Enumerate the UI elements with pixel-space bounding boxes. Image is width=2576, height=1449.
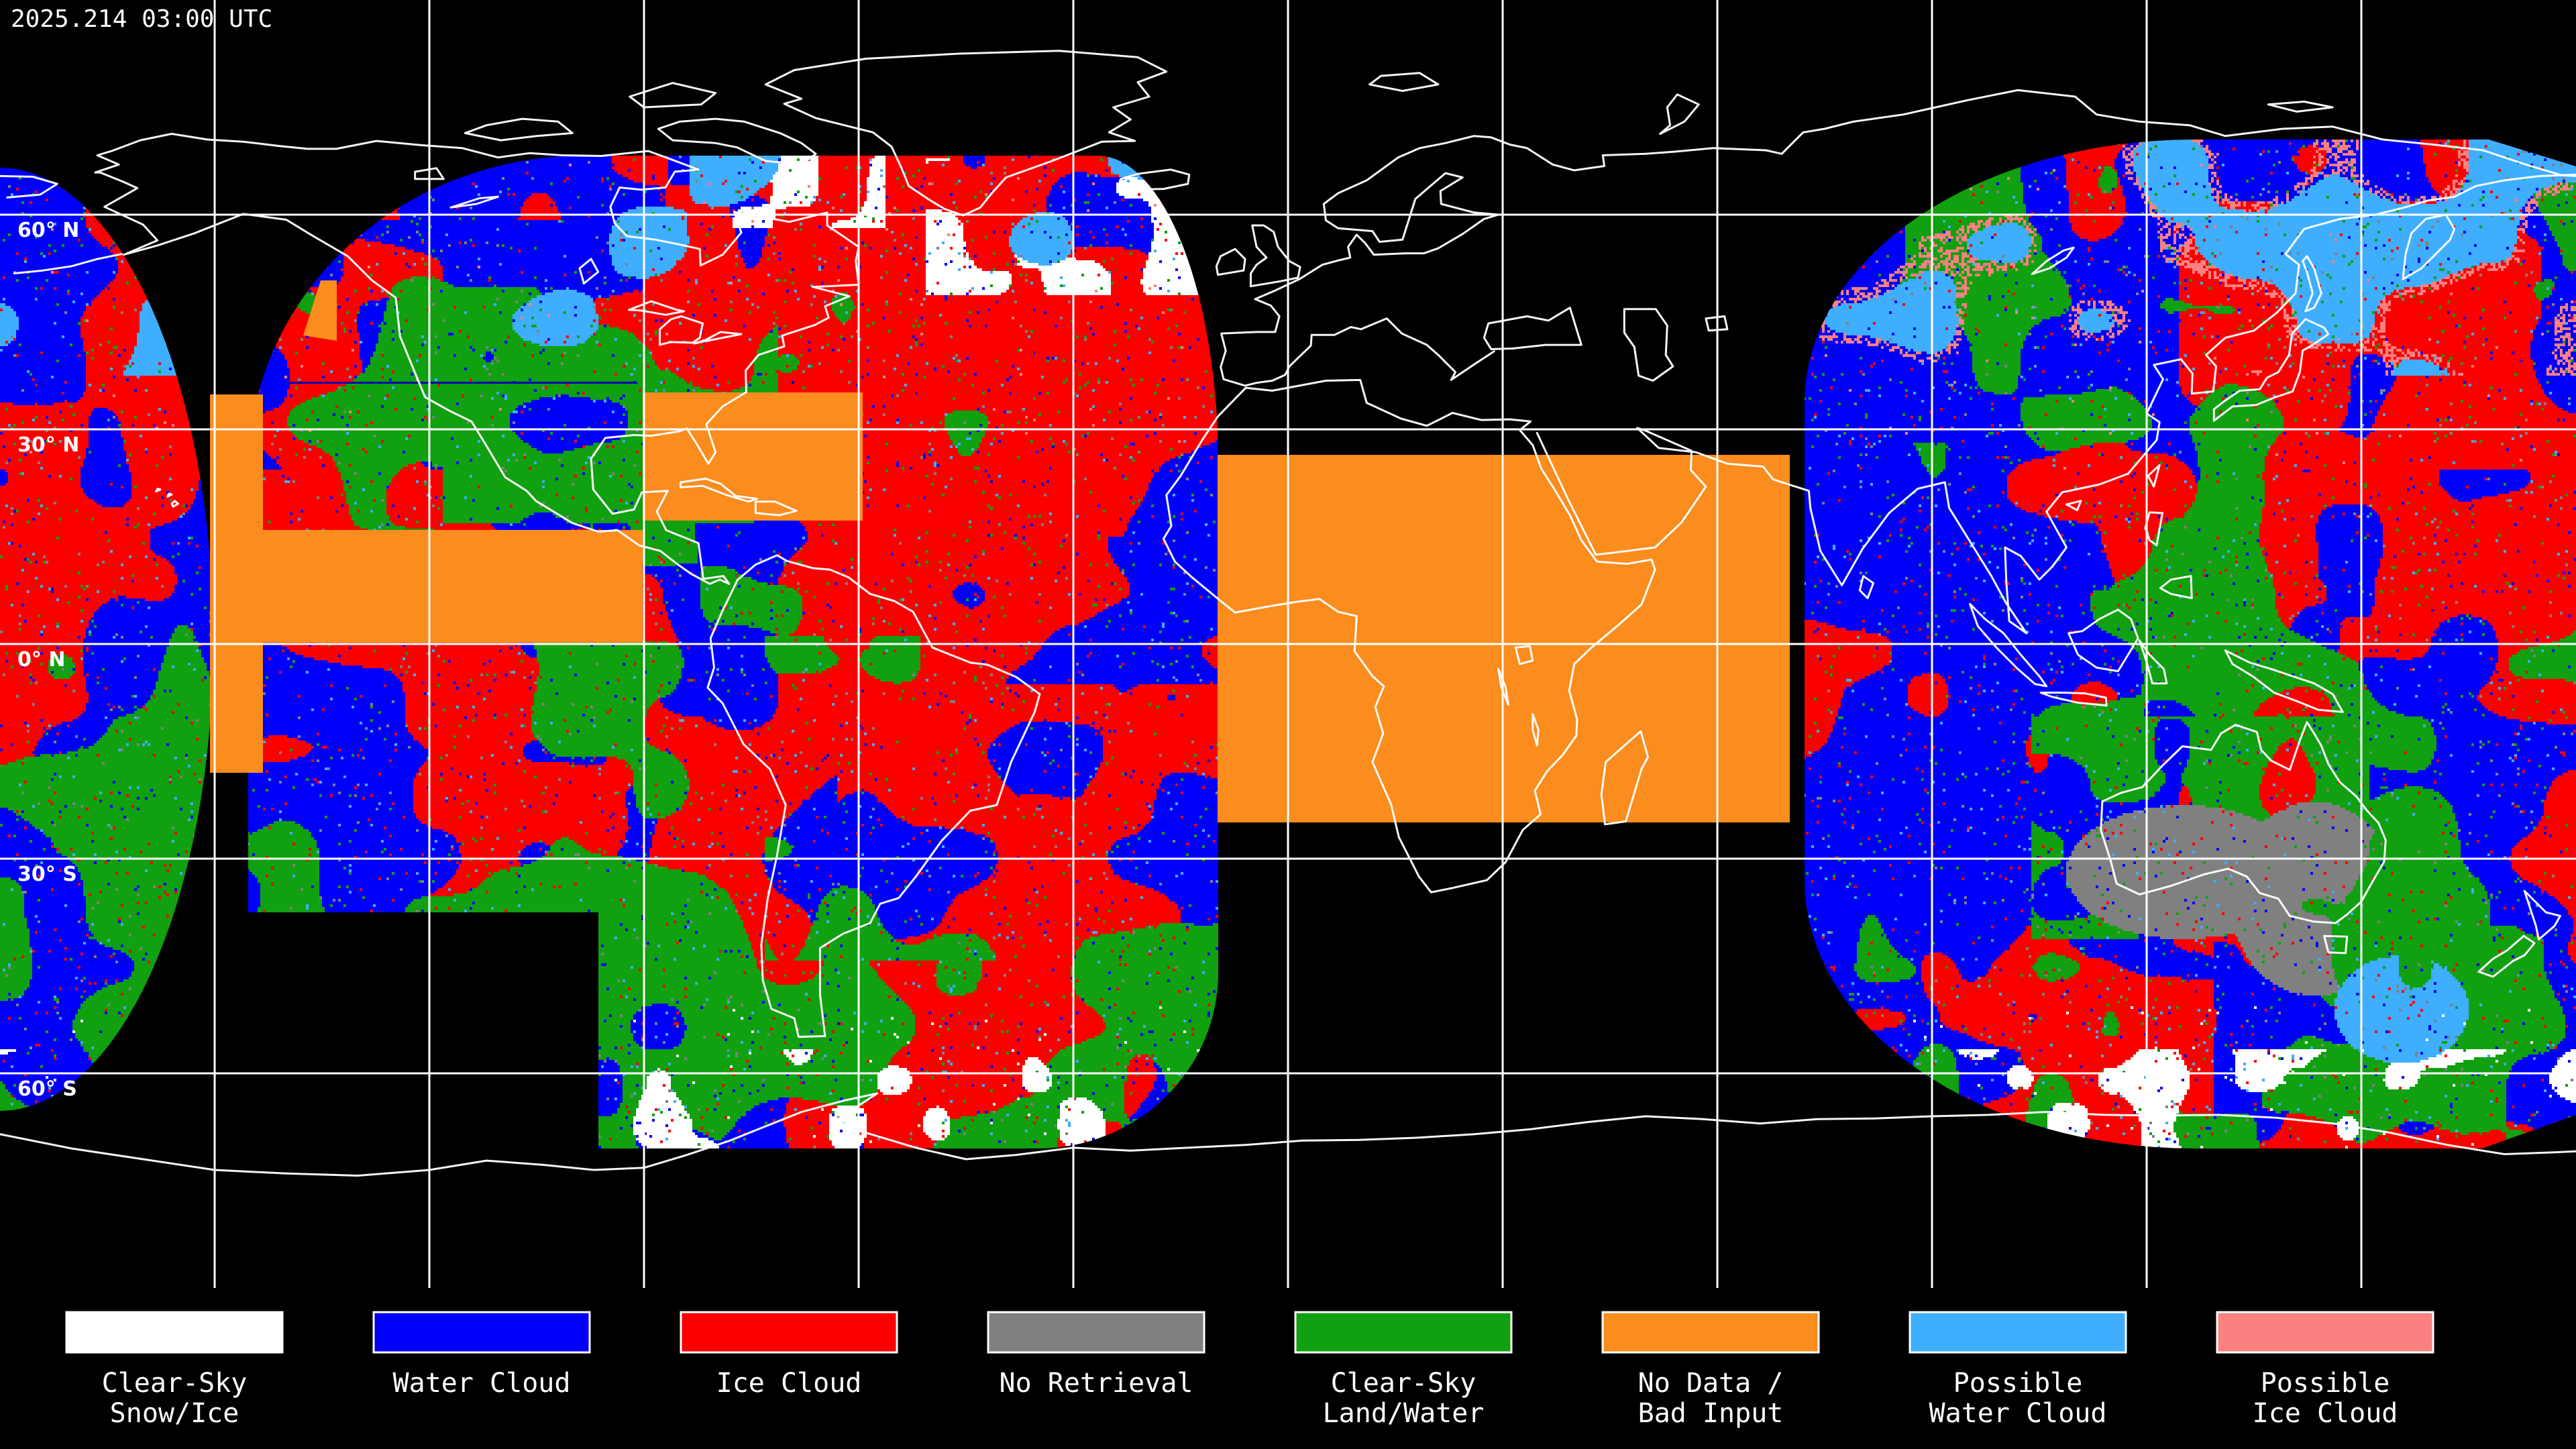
latitude-labels: 60° N 30° N 0° N 30° S 60° S <box>17 219 79 1101</box>
coastline-south_america <box>706 554 1041 1038</box>
coastline-africa <box>1162 378 1656 894</box>
coastline-mediterranean <box>1220 317 1495 387</box>
coastline-lake_superior <box>628 300 686 316</box>
legend-label: Possible <box>1953 1368 2083 1399</box>
legend-swatch <box>372 1311 591 1354</box>
coastline-oahu <box>155 488 162 493</box>
coastline-greenland <box>764 50 1168 217</box>
lat-label: 60° S <box>17 1077 77 1101</box>
legend-label: Clear-Sky <box>102 1368 248 1399</box>
legend-label: Clear-Sky <box>1331 1368 1477 1399</box>
coastline-north_america <box>94 133 860 585</box>
coastline-sulawesi <box>2138 639 2168 685</box>
coastline-luzon <box>2144 511 2163 547</box>
coastline-lake_winnipeg <box>578 258 600 284</box>
coastline-nz_north <box>2523 890 2561 941</box>
coastline-sri_lanka <box>1858 575 1874 600</box>
coastline-antarctica <box>0 1092 2576 1177</box>
lat-label: 0° N <box>17 648 65 672</box>
legend-item-no-retrieval: No Retrieval <box>987 1311 1205 1399</box>
legend-swatch <box>680 1311 898 1354</box>
lat-label: 60° N <box>17 219 79 242</box>
legend-label: Ice Cloud <box>716 1368 862 1399</box>
coastline-great_bear <box>414 167 445 180</box>
legend-label: Ice Cloud <box>2253 1398 2398 1429</box>
coastline-australia <box>2100 720 2387 924</box>
lat-label: 30° S <box>17 863 77 886</box>
legend-swatch <box>2216 1311 2434 1354</box>
coastline-novaya_zemlya <box>1659 93 1700 135</box>
coastline-japan <box>2212 318 2330 422</box>
coastline-lake_victoria <box>1514 645 1534 665</box>
coastline-ireland <box>1215 248 1246 276</box>
coastline-borneo <box>2068 608 2139 672</box>
coastline-new_guinea <box>2224 649 2344 713</box>
coastline-sumatra <box>1969 602 2048 688</box>
coastline-cuba <box>679 478 758 503</box>
legend-label: Water Cloud <box>393 1368 571 1399</box>
coastline-russia_arctic <box>1601 89 2576 177</box>
coastline-hainan <box>2065 500 2082 511</box>
coastline-uk <box>1250 224 1301 288</box>
coastline-hispaniola <box>754 500 798 517</box>
coastline-black_sea <box>1483 307 1582 350</box>
coastline-mindanao <box>2159 575 2193 600</box>
legend-swatch <box>1294 1311 1513 1354</box>
coastline-chukotka <box>0 174 58 199</box>
coastline-west_europe <box>1220 135 1605 335</box>
coastline-aral <box>1705 315 1729 332</box>
legend-swatch <box>1909 1311 2127 1354</box>
coastline-iceland <box>1119 168 1191 191</box>
grid-lines <box>0 0 2576 1288</box>
coastline-hawaii_big <box>170 500 180 508</box>
coastline-lake_tanganyika <box>1497 667 1509 706</box>
legend-label: Land/Water <box>1323 1398 1485 1429</box>
coastline-lake_erie_ontario <box>693 331 743 345</box>
coastline-nz_south <box>2477 934 2536 978</box>
coastline-madagascar <box>1600 730 1649 826</box>
coastline-new_siberian <box>2267 101 2334 113</box>
legend-label: No Retrieval <box>1000 1368 1193 1399</box>
coastline-victoria_island <box>464 117 574 142</box>
legend-swatch <box>987 1311 1205 1354</box>
coastlines <box>0 50 2576 1177</box>
timestamp-label: 2025.214 03:00 UTC <box>11 5 272 33</box>
legend-label: No Data / <box>1638 1368 1784 1399</box>
coastline-asia <box>1536 173 2576 635</box>
legend-item-water-cloud: Water Cloud <box>372 1311 591 1399</box>
legend-swatch <box>65 1311 284 1354</box>
coastline-java <box>2039 692 2108 707</box>
coastline-lake_malawi <box>1532 713 1540 747</box>
coastline-sakhalin <box>2302 255 2322 313</box>
lat-label: 30° N <box>17 433 79 457</box>
legend-label: Snow/Ice <box>110 1398 239 1429</box>
coastline-great_slave <box>449 195 499 209</box>
coastline-baffin <box>657 117 817 166</box>
legend-item-no-data-bad-input: No Data /Bad Input <box>1601 1311 1820 1429</box>
coastline-ellesmere <box>629 82 717 109</box>
coastline-taiwan <box>2147 464 2161 488</box>
coastline-tasmania <box>2323 934 2349 955</box>
legend-label: Bad Input <box>1638 1398 1784 1429</box>
coastline-maui <box>166 492 173 498</box>
coastline-baikal <box>2031 246 2075 275</box>
coastline-lake_michigan_huron <box>659 315 704 346</box>
legend-swatch <box>1601 1311 1820 1354</box>
legend-label: Water Cloud <box>1929 1398 2107 1429</box>
coastline-kamchatka <box>2402 213 2456 280</box>
coastline-caspian <box>1623 308 1674 382</box>
coastline-aleutians <box>13 253 123 274</box>
legend-item-ice-cloud: Ice Cloud <box>680 1311 898 1399</box>
coastline-svalbard <box>1368 72 1440 92</box>
legend-label: Possible <box>2261 1368 2390 1399</box>
